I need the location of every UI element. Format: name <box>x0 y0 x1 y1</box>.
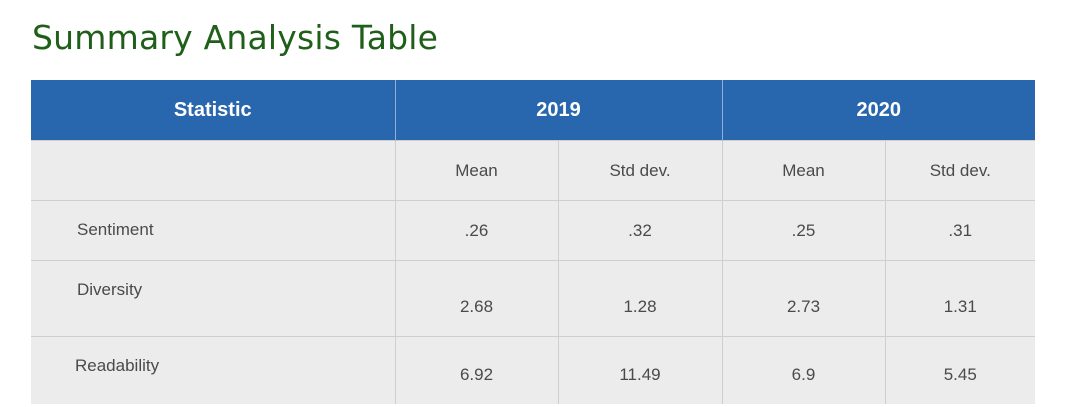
table-row: Diversity 2.68 1.28 2.73 1.31 <box>31 260 1035 337</box>
cell-value: 11.49 <box>557 336 722 404</box>
header-year-2020: 2020 <box>721 80 1035 141</box>
subheader-stddev-2019: Std dev. <box>557 140 722 201</box>
cell-value: .25 <box>721 200 885 261</box>
subheader-blank <box>31 140 395 201</box>
cell-value: 6.92 <box>394 336 558 404</box>
cell-value: 6.9 <box>721 336 885 404</box>
cell-value: 2.73 <box>721 260 885 337</box>
cell-value: 1.31 <box>884 260 1035 337</box>
subheader-mean-2020: Mean <box>721 140 885 201</box>
cell-value: .32 <box>557 200 722 261</box>
row-label: Readability <box>31 336 395 404</box>
header-row: Statistic 2019 2020 <box>31 80 1035 141</box>
cell-value: .26 <box>394 200 558 261</box>
cell-value: 5.45 <box>884 336 1035 404</box>
cell-value: 2.68 <box>394 260 558 337</box>
summary-table: Statistic 2019 2020 Mean Std dev. Mean S… <box>31 80 1035 404</box>
row-label: Diversity <box>31 260 395 337</box>
table-row: Readability 6.92 11.49 6.9 5.45 <box>31 336 1035 404</box>
subheader-stddev-2020: Std dev. <box>884 140 1035 201</box>
subheader-row: Mean Std dev. Mean Std dev. <box>31 140 1035 201</box>
page-title: Summary Analysis Table <box>32 18 439 57</box>
header-year-2019: 2019 <box>394 80 722 141</box>
subheader-mean-2019: Mean <box>394 140 558 201</box>
header-statistic: Statistic <box>31 80 395 141</box>
cell-value: .31 <box>884 200 1035 261</box>
cell-value: 1.28 <box>557 260 722 337</box>
table-row: Sentiment .26 .32 .25 .31 <box>31 200 1035 261</box>
row-label: Sentiment <box>31 200 395 261</box>
